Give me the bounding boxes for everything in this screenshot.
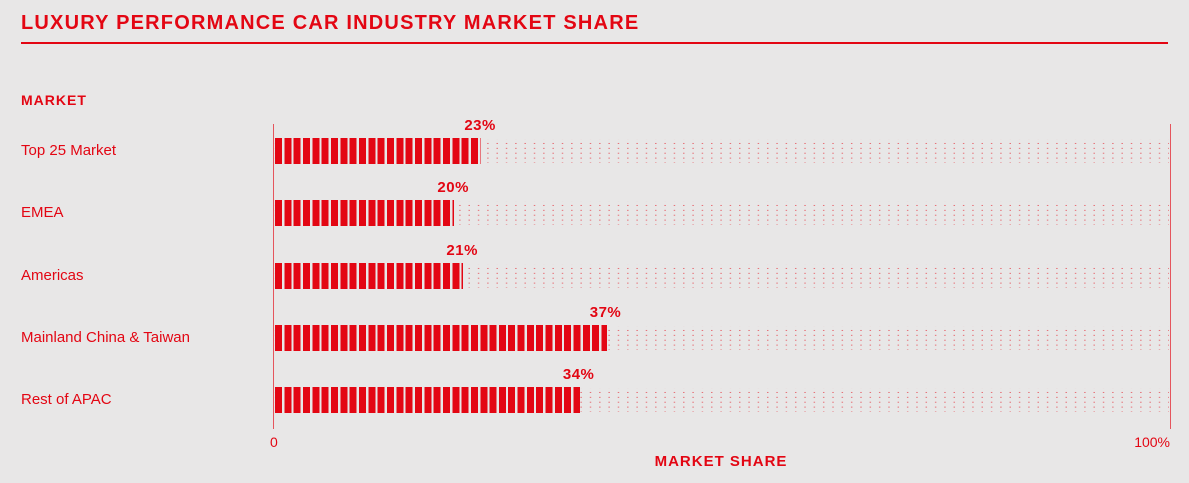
bar	[275, 387, 580, 413]
category-label: EMEA	[21, 204, 64, 221]
value-label: 23%	[464, 117, 496, 134]
y-axis-title: MARKET	[21, 92, 87, 108]
value-label: 34%	[562, 366, 595, 383]
bar-track: 37%	[274, 304, 1170, 351]
chart-row: Top 25 Market 23%	[0, 117, 1189, 164]
page-title: LUXURY PERFORMANCE CAR INDUSTRY MARKET S…	[21, 12, 640, 34]
bar-track: 20%	[274, 179, 1170, 226]
value-label: 37%	[589, 304, 622, 321]
gridline-100pct	[1170, 124, 1171, 429]
x-tick-0: 0	[270, 434, 278, 450]
title-divider	[21, 42, 1168, 44]
bar	[275, 263, 464, 289]
y-axis-line	[273, 124, 274, 429]
chart-row: Mainland China & Taiwan 37%	[0, 304, 1189, 351]
bar	[275, 200, 455, 226]
value-label: 20%	[437, 179, 469, 196]
bar-track: 21%	[274, 242, 1170, 289]
bar-track: 34%	[274, 366, 1170, 413]
chart-row: EMEA 20%	[0, 179, 1189, 226]
bar	[275, 138, 482, 164]
chart-row: Rest of APAC 34%	[0, 366, 1189, 413]
bar	[275, 325, 607, 351]
x-axis-title: MARKET SHARE	[654, 453, 788, 470]
category-label: Rest of APAC	[21, 391, 112, 408]
x-tick-100: 100%	[1134, 434, 1170, 450]
chart-row: Americas 21%	[0, 242, 1189, 289]
value-label: 21%	[446, 242, 478, 259]
bar-track: 23%	[274, 117, 1170, 164]
category-label: Top 25 Market	[21, 142, 117, 159]
category-label: Americas	[21, 267, 84, 284]
category-label: Mainland China & Taiwan	[21, 329, 190, 346]
